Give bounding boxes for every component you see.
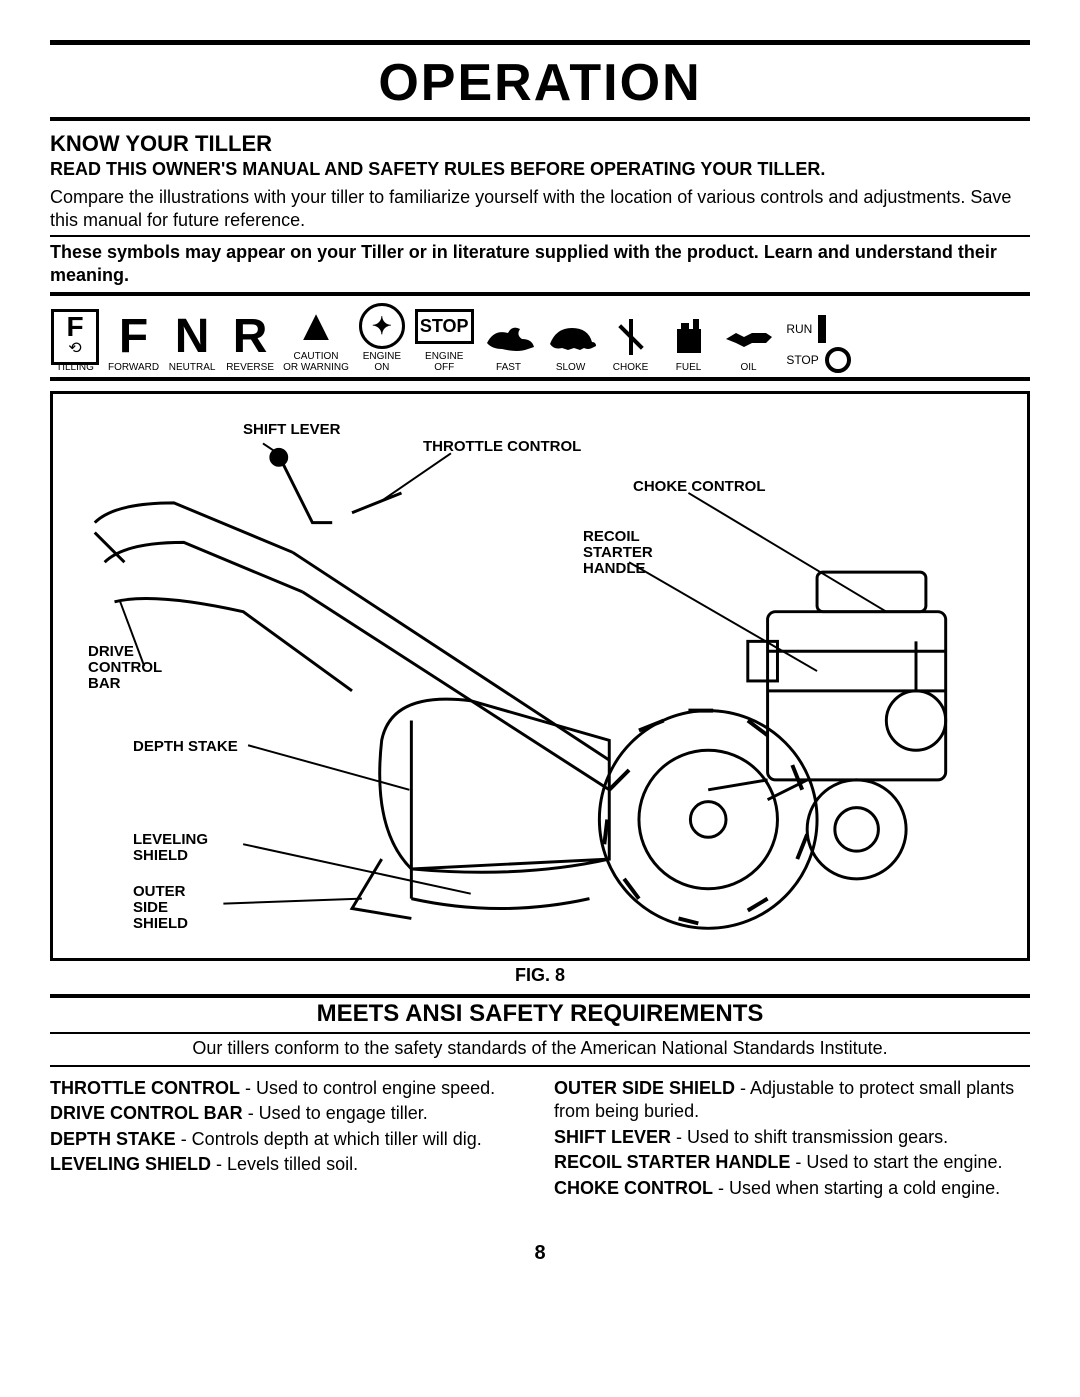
symbol-run-stop: RUN STOP <box>784 315 854 373</box>
section-subheader: READ THIS OWNER'S MANUAL AND SAFETY RULE… <box>50 159 1030 180</box>
symbol-caution: ▲ CAUTIONOR WARNING <box>283 302 349 373</box>
definitions-left: THROTTLE CONTROL - Used to control engin… <box>50 1075 526 1202</box>
symbol-tilling: F ⟲ TILLING <box>50 313 100 374</box>
def-outer-shield: OUTER SIDE SHIELD - Adjustable to protec… <box>554 1077 1030 1124</box>
label-outer-shield: OUTER SIDE SHIELD <box>133 884 188 931</box>
engine-on-icon: ✦ <box>359 303 405 349</box>
definitions-right: OUTER SIDE SHIELD - Adjustable to protec… <box>554 1075 1030 1202</box>
def-leveling-shield: LEVELING SHIELD - Levels tilled soil. <box>50 1153 526 1176</box>
label-choke: CHOKE CONTROL <box>633 479 766 495</box>
stop-icon: STOP <box>415 309 474 344</box>
intro-paragraph: Compare the illustrations with your till… <box>50 186 1030 231</box>
def-recoil-handle: RECOIL STARTER HANDLE - Used to start th… <box>554 1151 1030 1174</box>
symbol-fast: FAST <box>482 313 536 374</box>
forward-icon: F <box>119 313 148 361</box>
stop-circle-icon <box>825 347 851 373</box>
page-title: OPERATION <box>50 53 1030 113</box>
def-choke-control: CHOKE CONTROL - Used when starting a col… <box>554 1177 1030 1200</box>
fuel-icon <box>667 315 711 359</box>
symbols-intro: These symbols may appear on your Tiller … <box>50 241 1030 286</box>
symbol-reverse: R REVERSE <box>225 313 275 374</box>
symbol-oil: OIL <box>722 313 776 374</box>
label-depth-stake: DEPTH STAKE <box>133 739 238 755</box>
tilling-icon: F ⟲ <box>51 309 99 365</box>
definitions-columns: THROTTLE CONTROL - Used to control engin… <box>50 1075 1030 1202</box>
symbol-forward: F FORWARD <box>108 313 159 374</box>
choke-icon <box>609 315 653 359</box>
rabbit-icon <box>482 319 536 355</box>
warning-icon: ▲ <box>294 304 338 348</box>
reverse-icon: R <box>233 313 268 361</box>
label-recoil: RECOIL STARTER HANDLE <box>583 529 653 576</box>
run-icon <box>818 315 826 343</box>
symbol-engine-off: STOP ENGINEOFF <box>415 302 474 373</box>
page-number: 8 <box>50 1242 1030 1265</box>
def-drive-bar: DRIVE CONTROL BAR - Used to engage tille… <box>50 1102 526 1125</box>
label-throttle: THROTTLE CONTROL <box>423 439 581 455</box>
symbol-slow: SLOW <box>544 313 598 374</box>
symbol-fuel: FUEL <box>664 313 714 374</box>
section-header: KNOW YOUR TILLER <box>50 131 1030 157</box>
def-shift-lever: SHIFT LEVER - Used to shift transmission… <box>554 1126 1030 1149</box>
label-drive-bar: DRIVE CONTROL BAR <box>88 644 162 691</box>
tiller-diagram: SHIFT LEVER THROTTLE CONTROL CHOKE CONTR… <box>50 391 1030 961</box>
ansi-title: MEETS ANSI SAFETY REQUIREMENTS <box>50 1000 1030 1028</box>
oil-icon <box>722 319 776 355</box>
symbol-choke: CHOKE <box>606 313 656 374</box>
def-throttle: THROTTLE CONTROL - Used to control engin… <box>50 1077 526 1100</box>
label-shift-lever: SHIFT LEVER <box>243 422 341 438</box>
turtle-icon <box>544 320 598 354</box>
neutral-icon: N <box>175 313 210 361</box>
symbol-engine-on: ✦ ENGINEON <box>357 302 407 373</box>
symbol-strip: F ⟲ TILLING F FORWARD N NEUTRAL R REVERS… <box>50 292 1030 381</box>
ansi-subtitle: Our tillers conform to the safety standa… <box>50 1038 1030 1059</box>
figure-caption: FIG. 8 <box>50 965 1030 986</box>
symbol-neutral: N NEUTRAL <box>167 313 217 374</box>
tiller-illustration <box>53 394 1027 958</box>
def-depth-stake: DEPTH STAKE - Controls depth at which ti… <box>50 1128 526 1151</box>
label-leveling-shield: LEVELING SHIELD <box>133 832 208 864</box>
